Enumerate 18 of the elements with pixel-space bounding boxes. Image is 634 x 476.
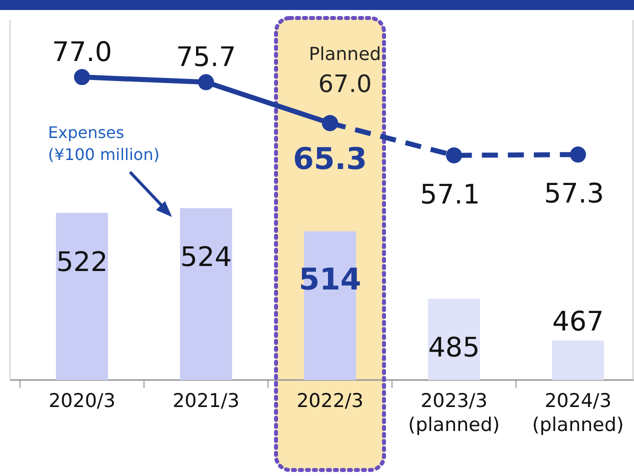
data-label: 57.3 xyxy=(544,178,604,210)
x-tick-label: 2024/3 (planned) xyxy=(532,390,624,436)
annotation: 67.0 xyxy=(318,70,372,98)
data-label: 65.3 xyxy=(292,142,368,178)
data-label: 522 xyxy=(56,246,108,278)
data-label: 57.1 xyxy=(420,179,480,210)
x-tick-label: 2021/3 xyxy=(172,390,240,412)
data-label: 485 xyxy=(428,332,480,364)
data-label: 75.7 xyxy=(176,42,236,74)
text: Expenses (¥100 million) xyxy=(48,123,160,164)
annotation: Planned xyxy=(308,44,382,65)
x-tick-label: 2020/3 xyxy=(48,390,116,412)
data-label: 524 xyxy=(180,242,232,274)
data-label: 514 xyxy=(298,262,362,298)
data-label: 77.0 xyxy=(52,37,112,68)
x-tick-label: 2022/3 xyxy=(296,390,364,412)
data-label: 467 xyxy=(552,306,604,338)
x-tick-label: 2023/3 (planned) xyxy=(408,390,500,436)
